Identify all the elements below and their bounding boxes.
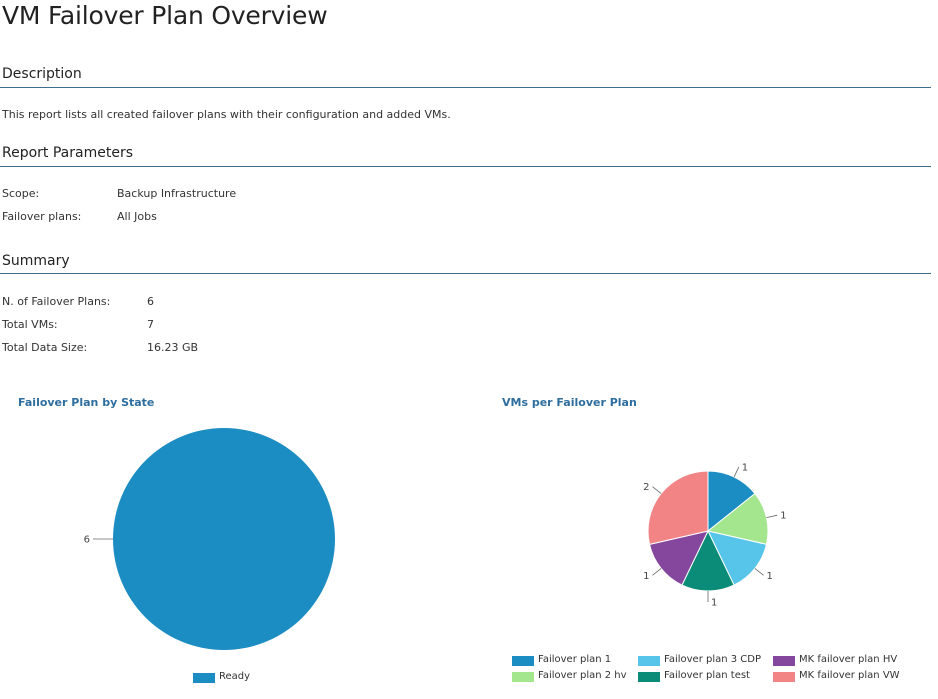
legend-label-mk-failover-plan-hv: MK failover plan HV <box>799 654 898 665</box>
legend-swatch-failover-plan-1 <box>512 656 534 666</box>
legend-swatch-failover-plan-3-cdp <box>638 656 660 666</box>
report-parameters-heading: Report Parameters <box>2 145 133 161</box>
legend-label-failover-plan-test: Failover plan test <box>664 670 750 681</box>
pie-slice-failover-plan-2-hv <box>706 492 769 545</box>
leader-line-mk-failover-plan-vw <box>652 486 662 494</box>
data-label-ready: 6 <box>84 535 90 546</box>
data-label-failover-plan-1: 1 <box>742 463 748 474</box>
parameter-value-scope: Backup Infrastructure <box>117 187 237 200</box>
legend-swatch-failover-plan-2-hv <box>512 672 534 682</box>
summary-value-total-data-size: 16.23 GB <box>147 341 199 354</box>
legend-label-mk-failover-plan-vw: MK failover plan VW <box>799 670 900 681</box>
data-label-mk-failover-plan-vw: 2 <box>643 482 649 493</box>
page-title: VM Failover Plan Overview <box>2 1 328 30</box>
legend-swatch-mk-failover-plan-vw <box>773 672 795 682</box>
pie-slice-failover-plan-1 <box>707 470 756 533</box>
leader-line-mk-failover-plan-hv <box>652 568 662 576</box>
pie-slice-ready <box>113 428 335 650</box>
legend-label-failover-plan-1: Failover plan 1 <box>538 654 612 665</box>
legend-swatch-mk-failover-plan-hv <box>773 656 795 666</box>
summary-divider <box>0 273 931 274</box>
leader-line-failover-plan-1 <box>733 466 740 478</box>
pie-slice-mk-failover-plan-vw <box>647 470 709 545</box>
data-label-failover-plan-test: 1 <box>711 598 717 609</box>
parameter-label-scope: Scope: <box>2 187 40 200</box>
legend-swatch-failover-plan-test <box>638 672 660 682</box>
pie-slice-failover-plan-test <box>681 529 735 592</box>
summary-label-total-data-size: Total Data Size: <box>2 341 88 354</box>
leader-line-failover-plan-2-hv <box>766 514 778 519</box>
report-parameters-divider <box>0 166 931 167</box>
summary-value-failover-plans: 6 <box>147 295 154 308</box>
chart-title-vms: VMs per Failover Plan <box>502 396 637 409</box>
pie-slice-failover-plan-3-cdp <box>707 530 768 586</box>
summary-label-total-vms: Total VMs: <box>2 318 58 331</box>
legend-label-failover-plan-2-hv: Failover plan 2 hv <box>538 670 627 681</box>
legend-label-ready: Ready <box>219 671 251 682</box>
summary-value-total-vms: 7 <box>147 318 154 331</box>
legend-swatch-ready <box>193 673 215 683</box>
data-label-failover-plan-3-cdp: 1 <box>767 571 773 582</box>
data-label-mk-failover-plan-hv: 1 <box>643 571 649 582</box>
summary-label-failover-plans: N. of Failover Plans: <box>2 295 111 308</box>
description-divider <box>0 87 931 88</box>
chart-title-state: Failover Plan by State <box>18 396 155 409</box>
leader-line-failover-plan-3-cdp <box>754 568 764 576</box>
data-label-failover-plan-2-hv: 1 <box>780 511 786 522</box>
summary-heading: Summary <box>2 253 70 269</box>
description-heading: Description <box>2 66 82 82</box>
parameter-value-failover-plans: All Jobs <box>117 210 157 223</box>
description-text: This report lists all created failover p… <box>2 108 451 121</box>
pie-slice-mk-failover-plan-hv <box>648 530 709 586</box>
parameter-label-failover-plans: Failover plans: <box>2 210 82 223</box>
legend-label-failover-plan-3-cdp: Failover plan 3 CDP <box>664 654 762 665</box>
